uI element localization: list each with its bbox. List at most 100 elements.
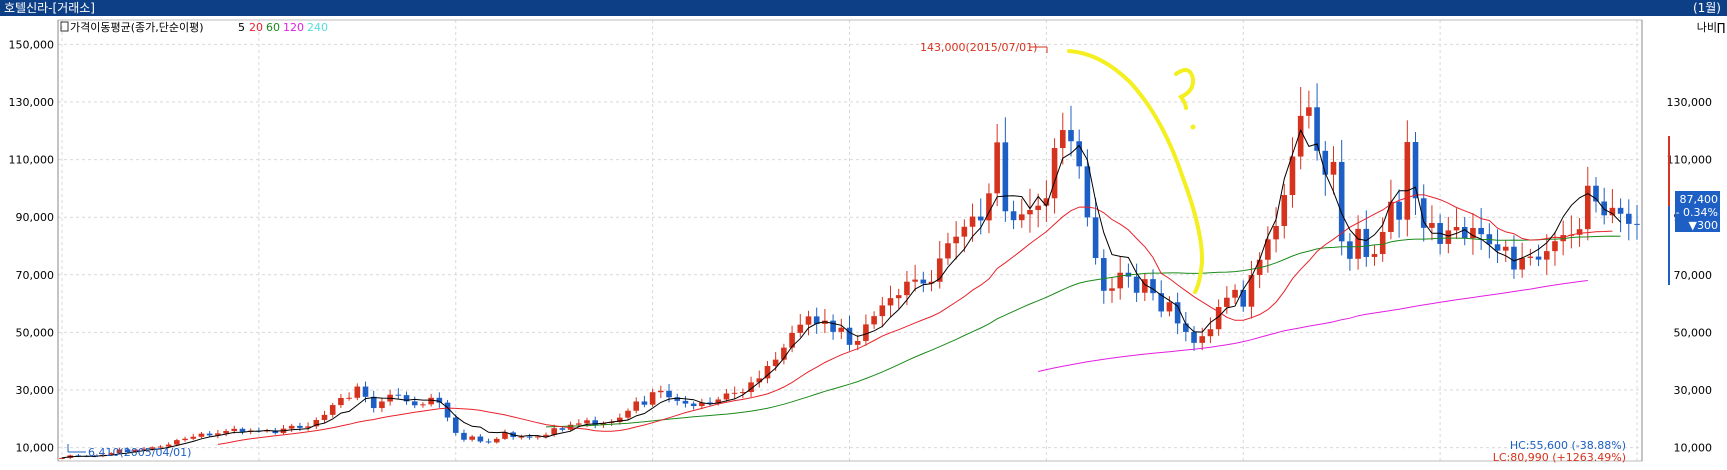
period-label[interactable]: (1월): [1692, 1, 1721, 15]
candle-body: [920, 279, 927, 284]
candle-body: [297, 425, 303, 428]
candle-body: [428, 397, 434, 405]
ma-legend: 가격이동평균(종가,단순이평) 5 20 60 120 240: [60, 21, 328, 34]
candle-body: [994, 142, 1000, 194]
candle-body: [1404, 142, 1411, 220]
candle-body: [444, 402, 451, 418]
candle-body: [362, 386, 369, 397]
candle-body: [165, 444, 172, 447]
candle-body: [1609, 207, 1616, 216]
price-chart[interactable]: 10,000 30,000 50,000 70,000 90,000 110,000 130…: [0, 16, 1727, 466]
candle-body: [403, 395, 410, 402]
candle-body: [822, 320, 828, 324]
candle-body: [124, 449, 131, 453]
candle-body: [1634, 223, 1640, 225]
legend-checkbox: [60, 21, 69, 32]
y-axis-left: 10,000 30,000 50,000 70,000 90,000 110,000 130…: [9, 38, 55, 454]
candle-body: [133, 449, 139, 453]
candle-body: [1018, 214, 1025, 221]
candle-body: [1470, 227, 1476, 239]
candle-body: [1117, 272, 1124, 289]
candle-body: [182, 438, 188, 441]
candle-body: [198, 433, 205, 437]
chart-frame: 10,000 30,000 50,000 70,000 90,000 110,000 130…: [0, 16, 1727, 466]
ma20-line: [217, 194, 1613, 445]
candle-body: [1347, 241, 1353, 259]
candle-body: [813, 316, 820, 324]
candle-body: [1445, 230, 1452, 244]
candle-body: [1617, 207, 1624, 214]
candle-body: [215, 433, 221, 436]
candle-body: [1388, 201, 1394, 232]
candle-body: [534, 436, 541, 438]
ma60-line: [545, 235, 1621, 428]
handdrawn-curve: [1067, 49, 1205, 294]
y-tick-label-right: 50,000: [1674, 326, 1713, 339]
candle-body: [1584, 185, 1591, 230]
candle-body: [1084, 166, 1091, 218]
candle-body: [1002, 142, 1009, 212]
current-price-box: 87,400 - 0.34% ▼300: [1675, 191, 1720, 232]
candle-body: [379, 401, 385, 409]
y-tick-label: 150,000: [9, 38, 55, 51]
candle-body: [1379, 231, 1386, 255]
candle-body: [871, 316, 877, 325]
candle-body: [715, 399, 722, 403]
candle-body: [1543, 251, 1550, 260]
candle-body: [969, 216, 976, 227]
candle-body: [1166, 302, 1173, 312]
y-tick-label: 70,000: [16, 269, 55, 282]
window-title: 호텔신라-[거래소]: [4, 1, 95, 15]
handdrawn-question-mark: [1174, 68, 1196, 110]
candle-body: [797, 324, 804, 333]
candle-body: [338, 398, 344, 406]
y-tick-label-right: 130,000: [1667, 96, 1713, 109]
candle-body: [748, 382, 754, 393]
candle-body: [740, 392, 746, 394]
candle-body: [1322, 150, 1329, 175]
candle-body: [1109, 288, 1115, 291]
ma5-line: [61, 128, 1621, 459]
candle-body: [1043, 198, 1050, 206]
candle-body: [690, 403, 697, 407]
y-tick-label-right: 70,000: [1674, 269, 1713, 282]
candle-body: [953, 236, 959, 244]
candle-body: [1461, 226, 1468, 239]
candle-body: [354, 386, 361, 398]
candle-body: [707, 402, 713, 404]
handdrawn-question-dot: [1190, 124, 1196, 130]
candle-body: [1363, 228, 1370, 257]
candle-body: [1265, 239, 1271, 260]
candle-body: [608, 422, 615, 424]
candle-body: [1076, 141, 1082, 167]
candle-body: [305, 426, 311, 428]
legend-ma120: 120: [283, 21, 304, 34]
candle-body: [1010, 211, 1017, 221]
candle-body: [1511, 246, 1517, 270]
candle-body: [493, 438, 500, 443]
candle-body: [264, 430, 270, 432]
candle-body: [174, 440, 180, 445]
candle-body: [904, 281, 910, 296]
candle-body: [1273, 225, 1279, 240]
window-titlebar: 호텔신라-[거래소] (1월): [0, 0, 1727, 16]
candle-body: [879, 305, 886, 317]
candle-body: [149, 447, 156, 449]
candle-body: [1535, 256, 1542, 260]
annotation-high: 143,000(2015/07/01): [920, 41, 1037, 54]
top-right-label: 나비∏: [1697, 21, 1726, 34]
candle-body: [502, 432, 508, 439]
candle-body: [1297, 115, 1304, 157]
ma120-line: [1038, 280, 1588, 372]
candle-body: [461, 432, 467, 440]
candle-body: [1355, 228, 1361, 259]
candle-body: [592, 420, 599, 425]
candle-body: [395, 394, 402, 396]
y-tick-label: 30,000: [16, 384, 55, 397]
candle-body: [108, 453, 115, 455]
candle-body: [1494, 244, 1501, 251]
candle-body: [370, 396, 377, 409]
candle-body: [1240, 289, 1247, 307]
candle-body: [1027, 210, 1033, 215]
candle-body: [272, 430, 279, 434]
